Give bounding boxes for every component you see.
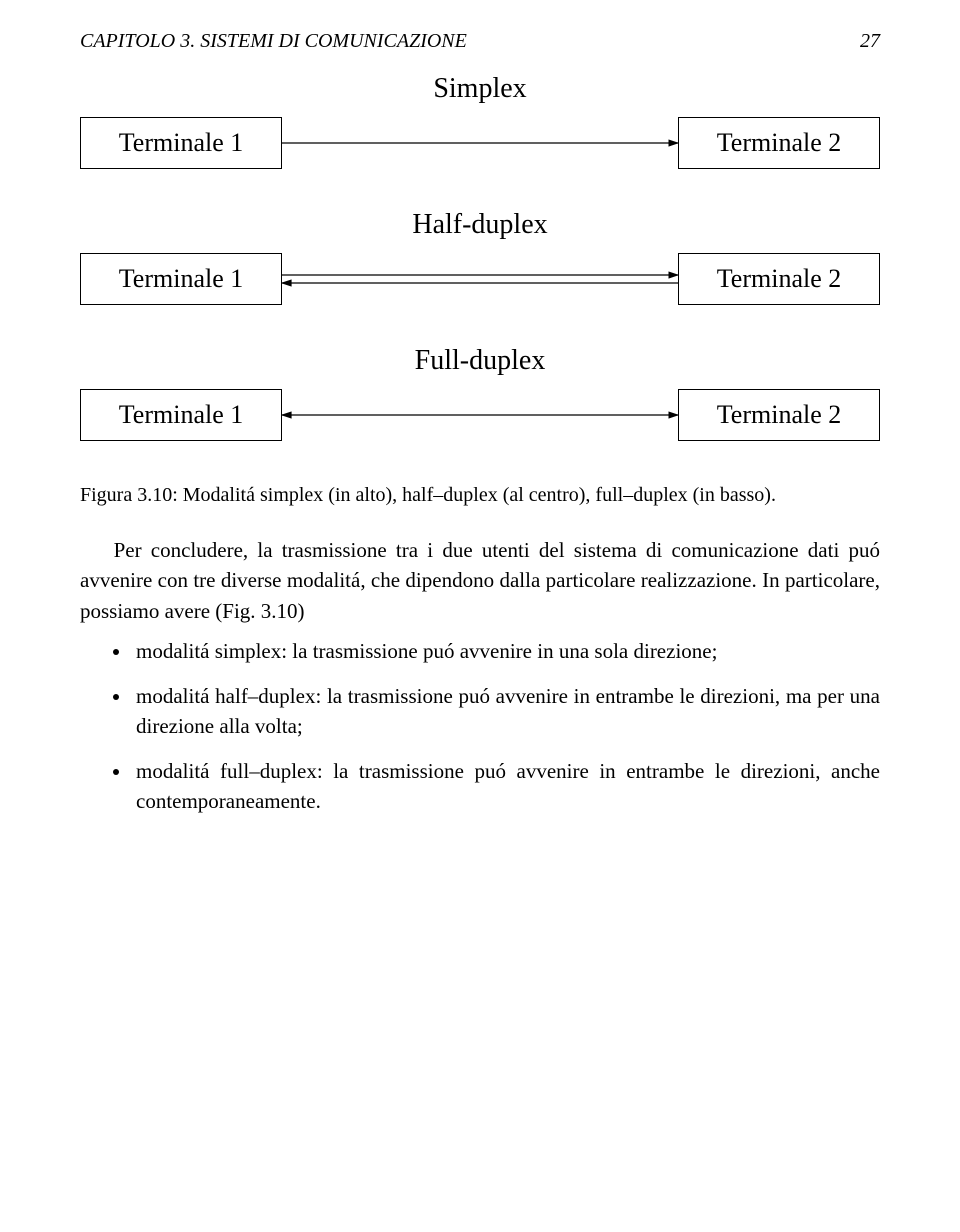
figure-caption: Figura 3.10: Modalitá simplex (in alto),… [80,481,880,509]
page-container: CAPITOLO 3. SISTEMI DI COMUNICAZIONE 27 … [0,0,960,868]
page-header: CAPITOLO 3. SISTEMI DI COMUNICAZIONE 27 [80,30,880,53]
terminal-box-left: Terminale 1 [80,117,282,169]
terminal-box-right: Terminale 2 [678,253,880,305]
body-paragraph: Per concludere, la trasmissione tra i du… [80,535,880,626]
header-page-number: 27 [860,30,880,53]
diagram-title-simplex: Simplex [80,73,880,105]
terminal-box-right: Terminale 2 [678,389,880,441]
terminal-box-left: Terminale 1 [80,253,282,305]
diagram-title-half-duplex: Half-duplex [80,209,880,241]
diagram-row-simplex: Terminale 1 Terminale 2 [80,113,880,173]
bullet-item: modalitá simplex: la trasmissione puó av… [132,636,880,666]
diagram-title-full-duplex: Full-duplex [80,345,880,377]
terminal-box-right: Terminale 2 [678,117,880,169]
terminal-box-left: Terminale 1 [80,389,282,441]
diagram-row-half-duplex: Terminale 1 Terminale 2 [80,249,880,309]
header-left: CAPITOLO 3. SISTEMI DI COMUNICAZIONE [80,30,467,53]
bullet-item: modalitá full–duplex: la trasmissione pu… [132,756,880,817]
diagram-row-full-duplex: Terminale 1 Terminale 2 [80,385,880,445]
bullet-list: modalitá simplex: la trasmissione puó av… [80,636,880,816]
bullet-item: modalitá half–duplex: la trasmissione pu… [132,681,880,742]
